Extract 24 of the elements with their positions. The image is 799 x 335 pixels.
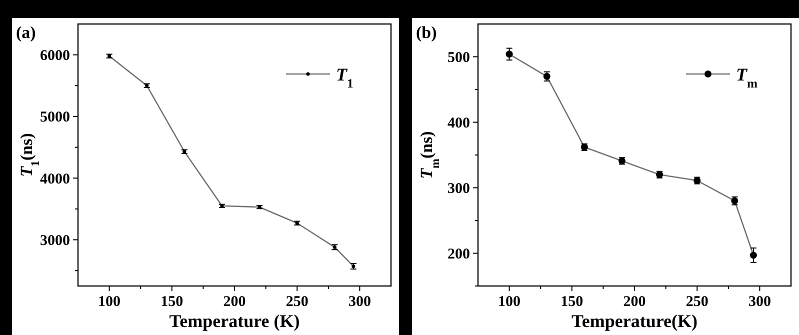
y-tick-label: 500	[448, 50, 470, 66]
x-axis-title: Temperature (K)	[169, 311, 300, 331]
x-tick-label: 300	[348, 294, 371, 310]
legend-label: T$_{m}$	[736, 64, 758, 90]
x-axis-title: Temperature(K)	[572, 311, 698, 331]
x-tick-label: 250	[686, 294, 708, 310]
chart-title: (a)	[16, 23, 36, 42]
y-tick-label: 4000	[40, 171, 70, 188]
x-tick-label: 150	[560, 294, 584, 310]
chart-title: (b)	[416, 23, 437, 42]
y-tick-label: 200	[448, 246, 470, 262]
x-tick-label: 100	[498, 294, 521, 310]
legend-label: T$_{1}$	[336, 64, 354, 90]
x-tick-label: 100	[98, 294, 121, 310]
y-tick-label: 6000	[40, 48, 70, 64]
y-tick-label: 5000	[40, 110, 70, 126]
x-tick-label: 250	[286, 294, 308, 310]
y-tick-label: 400	[448, 116, 470, 132]
x-tick-label: 200	[223, 294, 246, 310]
x-tick-label: 200	[623, 294, 646, 310]
y-tick-label: 300	[448, 181, 470, 197]
x-tick-label: 150	[160, 294, 184, 310]
x-tick-label: 300	[748, 294, 771, 310]
y-tick-label: 3000	[40, 233, 70, 250]
